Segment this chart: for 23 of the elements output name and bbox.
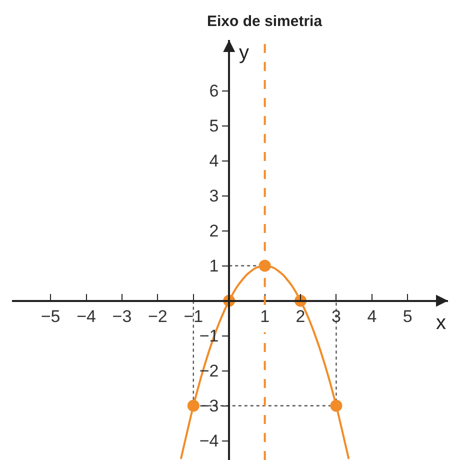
- x-tick-label: −4: [76, 307, 96, 326]
- x-tick-label: 3: [331, 307, 341, 326]
- y-tick-label: −4: [199, 432, 219, 451]
- y-tick-label: 3: [209, 186, 219, 206]
- y-tick-label: 4: [209, 152, 219, 171]
- x-tick-label: −3: [112, 307, 132, 326]
- x-tick-label: 2: [296, 307, 306, 326]
- x-tick-label: 4: [367, 307, 377, 326]
- x-tick-label: 1: [260, 307, 270, 326]
- point: [330, 400, 342, 412]
- ref-line-label: Eixo de simetria: [207, 13, 323, 30]
- y-tick-label: 2: [209, 222, 219, 241]
- y-tick-label: −3: [199, 396, 219, 416]
- x-tick-label: −1: [184, 307, 204, 326]
- x-tick-label: −5: [40, 307, 60, 326]
- x-tick-label: −2: [148, 307, 168, 326]
- y-tick-label: 6: [209, 82, 219, 101]
- y-tick-label: 1: [209, 256, 219, 276]
- point: [187, 400, 200, 412]
- y-axis-title: y: [239, 42, 249, 64]
- y-tick-label: 5: [209, 116, 219, 136]
- x-tick-label: 5: [402, 307, 412, 326]
- x-axis-title: x: [436, 312, 446, 334]
